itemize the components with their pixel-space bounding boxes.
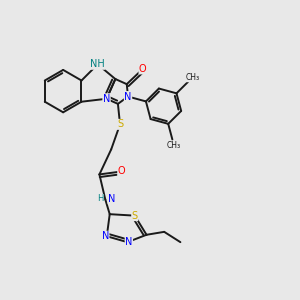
Text: O: O	[139, 64, 147, 74]
Text: CH₃: CH₃	[185, 73, 200, 82]
Text: H: H	[97, 194, 103, 203]
Text: N: N	[124, 92, 132, 102]
Text: N: N	[108, 194, 116, 204]
Text: S: S	[132, 211, 138, 220]
Text: N: N	[102, 231, 109, 241]
Text: N: N	[125, 237, 133, 247]
Text: CH₃: CH₃	[167, 141, 181, 150]
Text: NH: NH	[90, 59, 105, 69]
Text: N: N	[103, 94, 110, 104]
Text: O: O	[118, 167, 125, 176]
Text: S: S	[117, 119, 123, 129]
